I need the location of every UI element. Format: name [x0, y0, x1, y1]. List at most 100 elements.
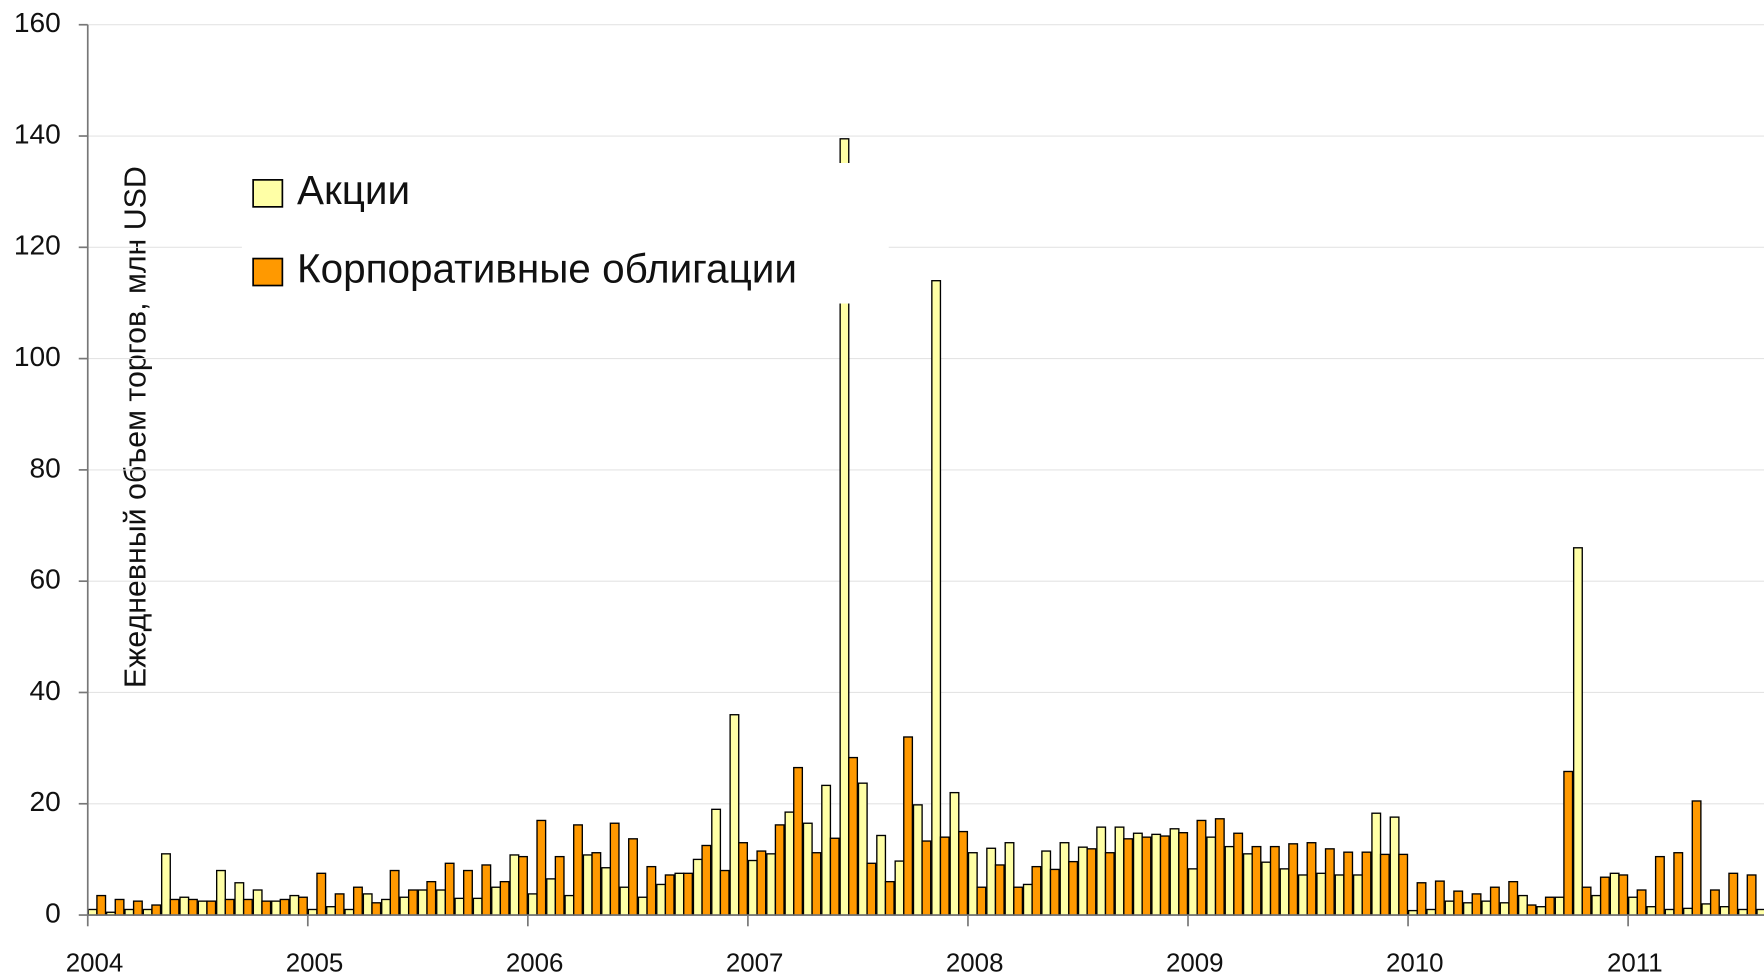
bar — [279, 898, 290, 916]
bar — [462, 869, 473, 916]
x-tick-label: 2008 — [946, 949, 1004, 977]
y-tick-label: 140 — [14, 118, 61, 149]
bar — [160, 853, 171, 916]
bar — [738, 842, 749, 916]
y-tick-label: 120 — [14, 230, 61, 261]
bar — [931, 280, 942, 916]
bar — [1214, 818, 1225, 916]
bar — [1471, 893, 1482, 916]
bar — [399, 896, 410, 916]
bar — [949, 791, 960, 916]
bar — [234, 882, 245, 916]
bar — [518, 855, 528, 916]
bar — [1554, 896, 1565, 916]
bar — [1178, 832, 1189, 916]
bar — [1187, 868, 1198, 916]
bar — [417, 889, 428, 916]
bar — [1224, 845, 1235, 916]
bar — [1673, 852, 1684, 916]
bar — [444, 862, 455, 916]
bar — [389, 869, 400, 916]
bar — [1682, 907, 1693, 916]
bar — [939, 836, 950, 916]
bar — [454, 897, 465, 916]
y-tick-label: 0 — [45, 897, 61, 928]
bar — [1536, 906, 1547, 916]
legend-swatch — [252, 257, 284, 287]
bar — [316, 872, 327, 916]
bar — [1499, 902, 1510, 916]
bar — [197, 900, 208, 916]
bar — [747, 859, 758, 916]
bar — [729, 714, 740, 916]
bar — [857, 782, 868, 916]
bar — [591, 852, 602, 916]
bar — [986, 847, 997, 916]
bar — [1114, 826, 1125, 916]
y-tick-label: 160 — [14, 7, 61, 38]
bar — [711, 808, 722, 916]
bar — [1343, 851, 1354, 916]
bar — [1371, 812, 1382, 916]
bar — [1526, 904, 1537, 916]
bar — [352, 886, 363, 916]
bar — [609, 822, 620, 916]
bar — [216, 869, 226, 916]
bar — [271, 900, 281, 916]
bar — [1746, 874, 1757, 916]
bar — [1096, 826, 1107, 916]
bar — [1352, 874, 1363, 916]
bar — [362, 893, 373, 916]
bar — [884, 880, 895, 916]
bar — [206, 900, 217, 916]
bar — [912, 804, 923, 916]
bar — [1086, 848, 1097, 916]
bar — [1324, 848, 1335, 916]
bar — [1022, 883, 1033, 916]
bar — [1288, 843, 1299, 916]
bar — [637, 896, 648, 916]
bar — [132, 900, 143, 916]
bar — [1517, 894, 1528, 916]
bar — [1141, 836, 1152, 916]
bar — [848, 756, 859, 916]
bar — [509, 854, 520, 916]
bar — [1618, 874, 1629, 916]
bar — [976, 886, 987, 916]
bar — [1031, 865, 1042, 916]
bar — [1654, 855, 1665, 916]
bar — [1636, 889, 1647, 916]
bar — [646, 865, 657, 916]
bar — [381, 898, 391, 916]
bar — [1481, 900, 1492, 916]
bar — [1059, 842, 1070, 916]
bar — [811, 852, 822, 916]
bar — [224, 898, 235, 916]
bar — [793, 766, 804, 916]
y-axis-title: Ежедневный объем торгов, млн USD — [119, 166, 152, 688]
y-tick-label: 20 — [29, 786, 60, 817]
bar — [187, 898, 198, 916]
bar — [1453, 890, 1464, 916]
bar — [297, 896, 308, 916]
bar — [289, 894, 300, 916]
bar — [921, 840, 932, 916]
y-tick-label: 60 — [29, 564, 60, 595]
bar — [1691, 800, 1702, 916]
bar — [656, 883, 667, 916]
legend-background — [241, 163, 889, 304]
bar — [866, 862, 877, 916]
bar — [1279, 868, 1290, 916]
bar — [334, 893, 345, 916]
bar — [1151, 833, 1162, 916]
bar — [664, 874, 675, 916]
x-tick-label: 2007 — [726, 949, 784, 977]
bar — [958, 830, 969, 916]
bar — [1013, 886, 1024, 916]
bar — [1104, 852, 1115, 916]
bar — [1261, 861, 1272, 916]
bar — [1233, 832, 1244, 916]
y-tick-label: 80 — [29, 452, 60, 483]
bar — [1489, 886, 1500, 916]
